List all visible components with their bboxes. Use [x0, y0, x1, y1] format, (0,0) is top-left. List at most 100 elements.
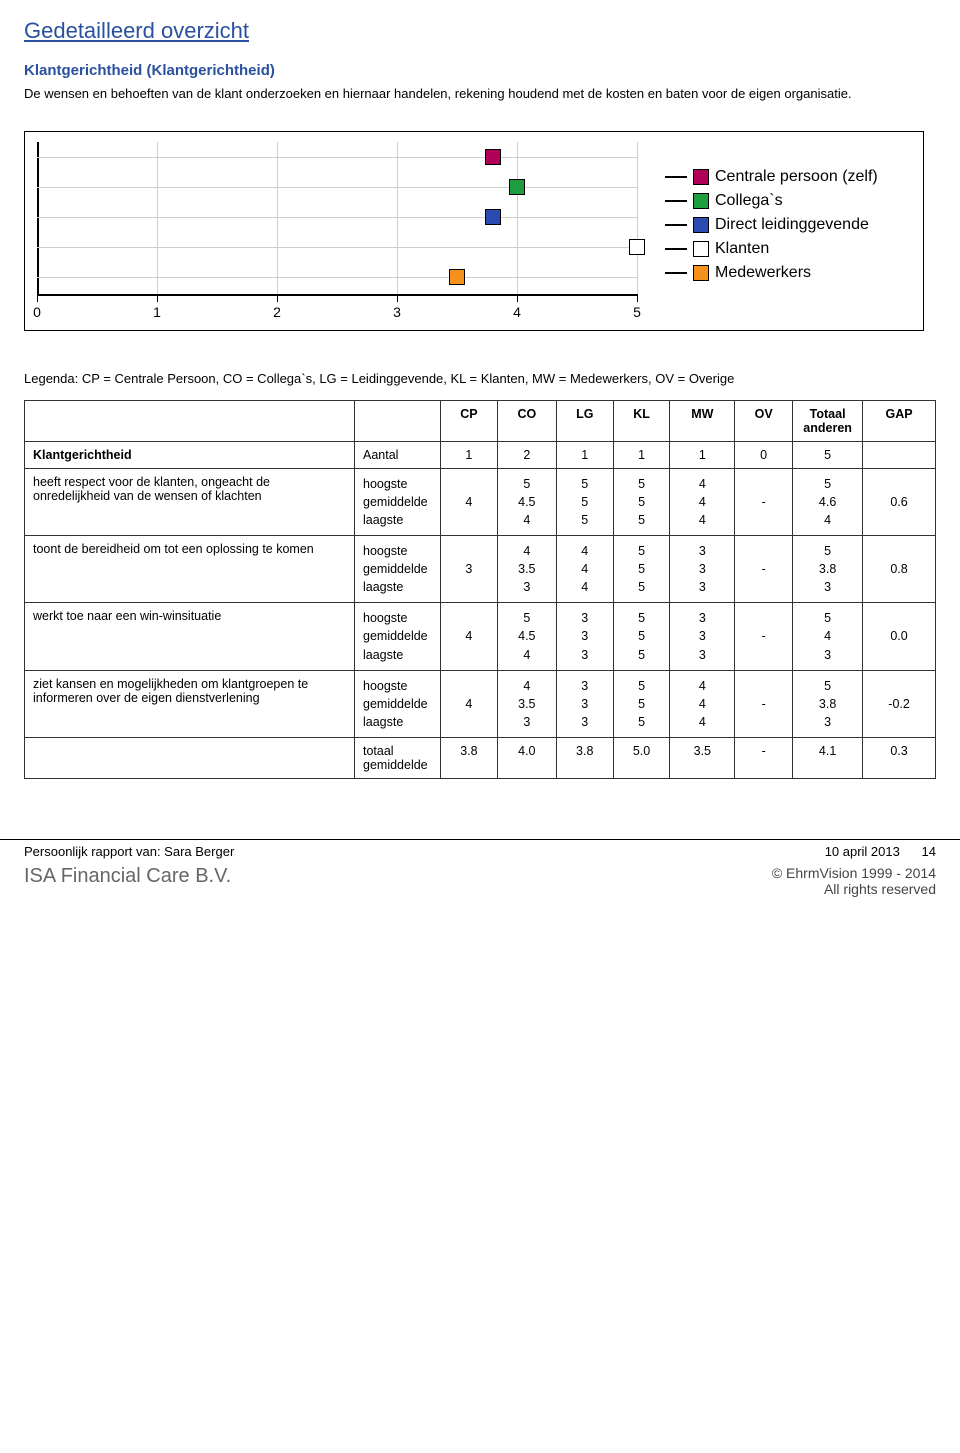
chart-legend: Centrale persoon (zelf) Collega`s Direct l…: [665, 162, 878, 288]
totaal-cell: 4.1: [793, 738, 863, 779]
cell-mw: 444: [670, 468, 735, 535]
cell-mw: 333: [670, 603, 735, 670]
chart-tick: [277, 294, 278, 302]
totaal-cell: 0.3: [863, 738, 936, 779]
chart-x-label: 1: [153, 304, 161, 320]
cell-ov: -: [735, 603, 793, 670]
footer-rule: [0, 839, 960, 840]
totaal-cell: 5.0: [613, 738, 670, 779]
totaal-blank: [25, 738, 355, 779]
legend-label: Medewerkers: [715, 264, 811, 282]
chart-marker: [449, 269, 465, 285]
cell-lg: 333: [556, 670, 613, 737]
chart-gridline: [277, 142, 278, 294]
row-metrics: hoogstegemiddeldelaagste: [355, 468, 441, 535]
footer-page: 14: [922, 844, 936, 859]
chart-marker: [485, 149, 501, 165]
aantal-cell: 2: [497, 441, 556, 468]
legend-label: Centrale persoon (zelf): [715, 168, 878, 186]
col-gap: GAP: [863, 400, 936, 441]
totaal-cell: 3.5: [670, 738, 735, 779]
footer-rights: All rights reserved: [824, 881, 936, 897]
chart-row-line: [37, 247, 637, 248]
cell-lg: 555: [556, 468, 613, 535]
col-blank1: [25, 400, 355, 441]
row-title: ziet kansen en mogelijkheden om klantgro…: [25, 670, 355, 737]
footer-copyright: © EhrmVision 1999 - 2014: [772, 865, 936, 881]
aantal-title: Klantgerichtheid: [25, 441, 355, 468]
chart-y-axis: [37, 142, 39, 294]
col-mw: MW: [670, 400, 735, 441]
chart-x-label: 2: [273, 304, 281, 320]
legend-label: Collega`s: [715, 192, 783, 210]
totaal-cell: 3.8: [441, 738, 498, 779]
chart-gridline: [517, 142, 518, 294]
legend-item: Medewerkers: [665, 264, 878, 282]
cell-co: 43.53: [497, 535, 556, 602]
col-cp: CP: [441, 400, 498, 441]
legend-dash: [665, 248, 687, 250]
legend-item: Centrale persoon (zelf): [665, 168, 878, 186]
cell-cp: 4: [441, 603, 498, 670]
cell-gap: 0.0: [863, 603, 936, 670]
aantal-cell: 5: [793, 441, 863, 468]
table-row: toont de bereidheid om tot een oplossing…: [25, 535, 936, 602]
row-title: werkt toe naar een win-winsituatie: [25, 603, 355, 670]
legend-label: Direct leidinggevende: [715, 216, 869, 234]
totaal-label: totaal gemiddelde: [355, 738, 441, 779]
chart-marker: [629, 239, 645, 255]
chart-gridline: [157, 142, 158, 294]
row-title: toont de bereidheid om tot een oplossing…: [25, 535, 355, 602]
chart-x-label: 0: [33, 304, 41, 320]
col-tot: Totaal anderen: [793, 400, 863, 441]
chart-marker: [509, 179, 525, 195]
col-blank2: [355, 400, 441, 441]
legend-marker: [693, 241, 709, 257]
competency-chart: 012345 Centrale persoon (zelf)Collega`sD…: [24, 131, 924, 331]
table-aantal-row: KlantgerichtheidAantal1211105: [25, 441, 936, 468]
col-lg: LG: [556, 400, 613, 441]
chart-tick: [637, 294, 638, 302]
competency-table: CP CO LG KL MW OV Totaal anderen GAP Kla…: [24, 400, 936, 780]
cell-mw: 444: [670, 670, 735, 737]
cell-ov: -: [735, 670, 793, 737]
section-title: Gedetailleerd overzicht: [24, 18, 936, 44]
legend-item: Collega`s: [665, 192, 878, 210]
cell-ov: -: [735, 535, 793, 602]
cell-cp: 4: [441, 670, 498, 737]
competency-description: De wensen en behoeften van de klant onde…: [24, 85, 936, 103]
chart-row-line: [37, 157, 637, 158]
col-kl: KL: [613, 400, 670, 441]
legend-marker: [693, 193, 709, 209]
legend-dash: [665, 224, 687, 226]
cell-cp: 3: [441, 535, 498, 602]
footer-date: 10 april 2013: [825, 844, 900, 859]
aantal-cell: [863, 441, 936, 468]
legenda-line: Legenda: CP = Centrale Persoon, CO = Col…: [24, 371, 936, 386]
legend-label: Klanten: [715, 240, 769, 258]
aantal-cell: 1: [556, 441, 613, 468]
cell-tot: 543: [793, 603, 863, 670]
chart-marker: [485, 209, 501, 225]
table-header-row: CP CO LG KL MW OV Totaal anderen GAP: [25, 400, 936, 441]
cell-tot: 53.83: [793, 535, 863, 602]
row-metrics: hoogstegemiddeldelaagste: [355, 603, 441, 670]
totaal-cell: 3.8: [556, 738, 613, 779]
chart-tick: [157, 294, 158, 302]
chart-x-label: 4: [513, 304, 521, 320]
chart-row-line: [37, 217, 637, 218]
row-metrics: hoogstegemiddeldelaagste: [355, 535, 441, 602]
cell-co: 43.53: [497, 670, 556, 737]
chart-gridline: [397, 142, 398, 294]
footer-company: ISA Financial Care B.V.: [24, 865, 231, 888]
cell-mw: 333: [670, 535, 735, 602]
legend-dash: [665, 200, 687, 202]
chart-x-label: 5: [633, 304, 641, 320]
cell-co: 54.54: [497, 468, 556, 535]
chart-tick: [397, 294, 398, 302]
aantal-cell: 1: [613, 441, 670, 468]
chart-tick: [37, 294, 38, 302]
table-row: heeft respect voor de klanten, ongeacht …: [25, 468, 936, 535]
aantal-cell: 1: [670, 441, 735, 468]
footer-report-owner: Persoonlijk rapport van: Sara Berger: [24, 844, 234, 859]
